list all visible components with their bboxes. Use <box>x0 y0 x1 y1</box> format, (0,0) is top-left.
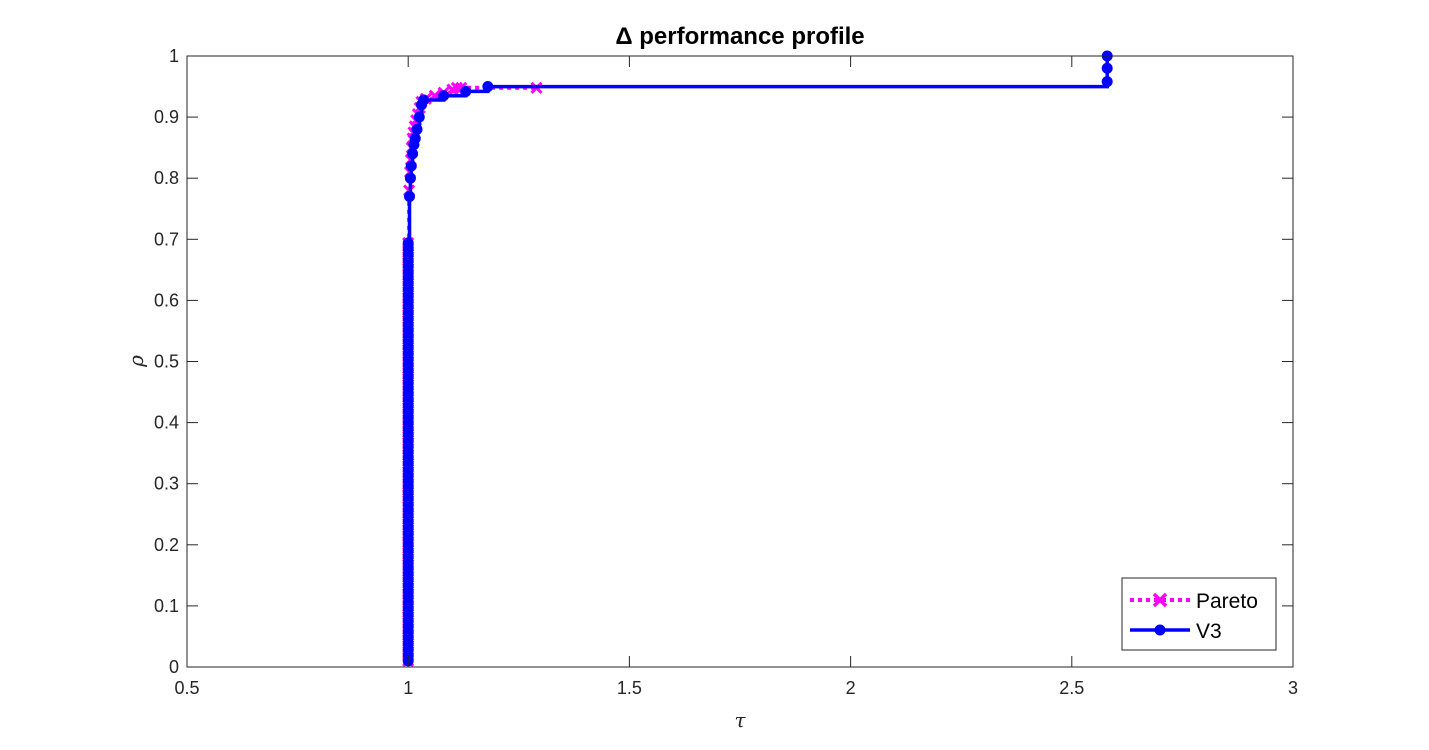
x-tick-label: 2.5 <box>1059 678 1084 698</box>
y-tick-label: 0.8 <box>154 168 179 188</box>
series-v3-marker <box>460 85 472 97</box>
chart-title: Δ performance profile <box>615 23 864 50</box>
y-tick-label: 0.3 <box>154 474 179 494</box>
legend-box <box>1121 577 1277 651</box>
series-v3-marker <box>409 132 421 144</box>
marker-stroke <box>455 81 468 94</box>
series-v3-marker <box>438 90 450 102</box>
legend-pareto-label: Pareto <box>1196 590 1258 613</box>
series-v3-markers <box>402 50 1113 667</box>
y-tick-label: 0.9 <box>154 107 179 127</box>
ticks-layer: 0.5 1 1.5 2 2.5 3 0 0.1 0.2 0.3 0.4 0.5 0.6 0.7 0.8 0.9… <box>154 46 1298 698</box>
y-tick-label: 0.6 <box>154 290 179 310</box>
series-v3-marker <box>418 94 430 106</box>
x-tick-label: 1 <box>403 678 413 698</box>
x-tick-label: 0.5 <box>174 678 199 698</box>
series-v3-marker <box>411 123 423 135</box>
series-v3-marker <box>482 81 494 93</box>
series-v3-marker <box>1101 62 1113 74</box>
legend-v3-marker <box>1154 624 1166 636</box>
legend: Pareto V3 <box>1121 577 1277 651</box>
series-v3-marker <box>405 160 417 172</box>
legend-pareto-marker <box>1152 592 1168 608</box>
marker-stroke <box>450 81 463 94</box>
y-tick-label: 0 <box>169 657 179 677</box>
y-tick-label: 0.2 <box>154 535 179 555</box>
series-v3-marker <box>404 191 416 203</box>
x-axis-label: τ <box>734 708 746 732</box>
y-tick-label: 0.4 <box>154 413 179 433</box>
y-tick-label: 1 <box>169 46 179 66</box>
series-layer <box>402 50 1113 667</box>
y-tick-label: 0.1 <box>154 596 179 616</box>
series-v3-marker <box>1101 76 1113 88</box>
series-v3-marker <box>413 111 425 123</box>
series-v3-marker <box>402 237 414 249</box>
x-tick-label: 2 <box>846 678 856 698</box>
y-axis-label: ρ <box>124 355 148 368</box>
legend-v3-label: V3 <box>1196 620 1222 643</box>
x-tick-label: 1.5 <box>617 678 642 698</box>
y-tick-label: 0.5 <box>154 352 179 372</box>
y-tick-label: 0.7 <box>154 229 179 249</box>
plot-area <box>187 56 1293 667</box>
x-tick-label: 3 <box>1288 678 1298 698</box>
series-v3-marker <box>407 148 419 160</box>
series-pareto-marker <box>450 81 463 94</box>
series-v3-marker <box>404 172 416 184</box>
